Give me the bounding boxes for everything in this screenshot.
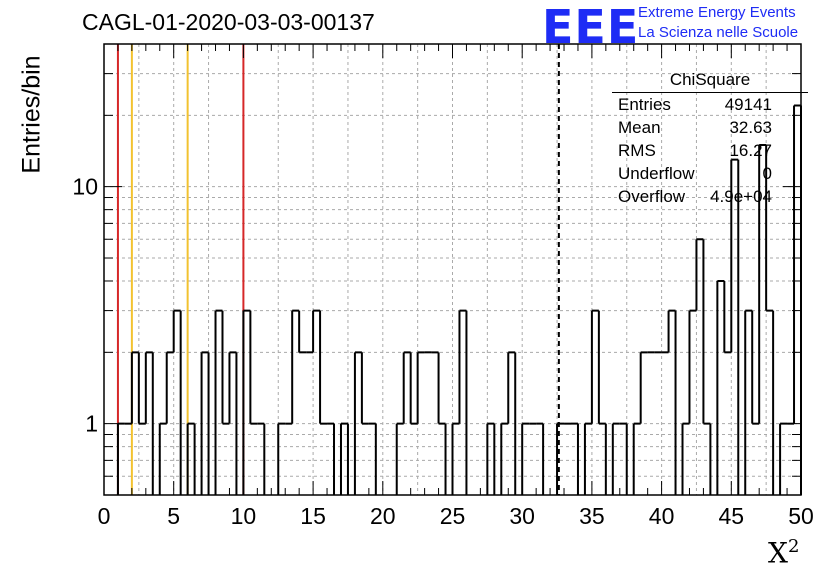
stats-row-rms: RMS 16.27 (612, 141, 808, 164)
x-tick-label: 30 (509, 503, 535, 529)
histogram-bin (688, 309, 697, 424)
histogram-bin (766, 309, 775, 495)
y-axis-label: Entries/bin (17, 55, 46, 174)
x-tick-label: 15 (300, 503, 326, 529)
histogram-bin (438, 422, 447, 495)
histogram-bin (716, 279, 726, 495)
eee-logo: EEE (542, 0, 640, 54)
histogram-bin (486, 422, 496, 495)
histogram-bin (744, 309, 754, 495)
histogram-bin (556, 422, 565, 495)
histogram-bin (590, 309, 600, 424)
histogram-bin (730, 158, 740, 495)
stats-value: 49141 (724, 95, 772, 114)
histogram-bin (681, 422, 690, 495)
stats-divider (612, 92, 808, 93)
histogram-bin (214, 309, 224, 495)
stats-row-entries: Entries 49141 (612, 95, 808, 118)
stats-value: 4.9e+04 (710, 187, 772, 206)
stats-title: ChiSquare (669, 70, 751, 89)
x-axis-label: X2 (768, 536, 800, 570)
histogram-bin (402, 351, 412, 424)
y-tick-label: 1 (85, 411, 98, 437)
x-tick-label: 40 (649, 503, 675, 529)
histogram-bin (458, 309, 468, 495)
stats-row-underflow: Underflow 0 (612, 164, 808, 187)
histogram-bin (416, 351, 425, 424)
x-tick-label: 35 (579, 503, 605, 529)
histogram-bin (242, 309, 252, 495)
x-tick-label: 5 (167, 503, 180, 529)
x-tick-label: 25 (440, 503, 466, 529)
histogram-bin (228, 351, 238, 495)
x-tick-label: 10 (231, 503, 257, 529)
stats-value: 0 (762, 164, 772, 183)
histogram-bin (758, 143, 768, 424)
histogram-bin (130, 351, 140, 424)
histogram-bin (186, 422, 196, 495)
histogram-bin (200, 351, 210, 495)
histogram-bin (257, 422, 266, 495)
histogram-bin (431, 351, 440, 424)
histogram-bin (598, 422, 607, 495)
stats-key: RMS (618, 141, 656, 160)
histogram-bin (507, 351, 517, 495)
stats-key: Overflow (618, 187, 686, 206)
x-tick-label: 0 (98, 503, 111, 529)
histogram-bin (165, 351, 174, 424)
histogram-bin (312, 309, 322, 424)
logo-line-1: Extreme Energy Events (638, 4, 796, 21)
stats-row-overflow: Overflow 4.9e+04 (612, 187, 808, 210)
x-tick-label: 20 (370, 503, 396, 529)
y-tick-label: 10 (72, 174, 98, 200)
histogram-bin (619, 422, 628, 495)
histogram-bin (172, 309, 182, 495)
histogram-bin (632, 422, 641, 495)
stats-key: Mean (618, 118, 661, 137)
histogram-bin (158, 422, 167, 495)
histogram-bin (500, 422, 509, 495)
chart-title: CAGL-01-2020-03-03-00137 (82, 9, 375, 35)
x-tick-label: 45 (719, 503, 745, 529)
histogram-bin (395, 422, 404, 495)
histogram-bin (611, 422, 620, 495)
histogram-bin (353, 351, 363, 495)
histogram-bin (291, 309, 301, 424)
stats-key: Entries (618, 95, 671, 114)
stats-box: ChiSquare Entries 49141 Mean 32.63 RMS 16.2… (612, 70, 808, 210)
logo-line-2: La Scienza nelle Scuole (638, 24, 799, 41)
histogram-bin (327, 422, 336, 495)
x-tick-label: 50 (788, 503, 814, 529)
histogram-bin (583, 422, 592, 495)
histogram-bin (695, 238, 705, 424)
histogram-bin (536, 422, 545, 495)
stats-value: 32.63 (729, 118, 772, 137)
stats-value: 16.27 (729, 141, 772, 160)
histogram-bin (703, 422, 712, 495)
histogram-bin (368, 422, 377, 495)
histogram-bin (667, 309, 677, 495)
stats-row-mean: Mean 32.63 (612, 118, 808, 141)
histogram-bin (570, 422, 579, 495)
histogram-bin (639, 351, 648, 424)
histogram-bin (339, 422, 349, 495)
stats-key: Underflow (618, 164, 695, 183)
histogram-bin (277, 422, 286, 495)
histogram-bin (144, 351, 154, 495)
